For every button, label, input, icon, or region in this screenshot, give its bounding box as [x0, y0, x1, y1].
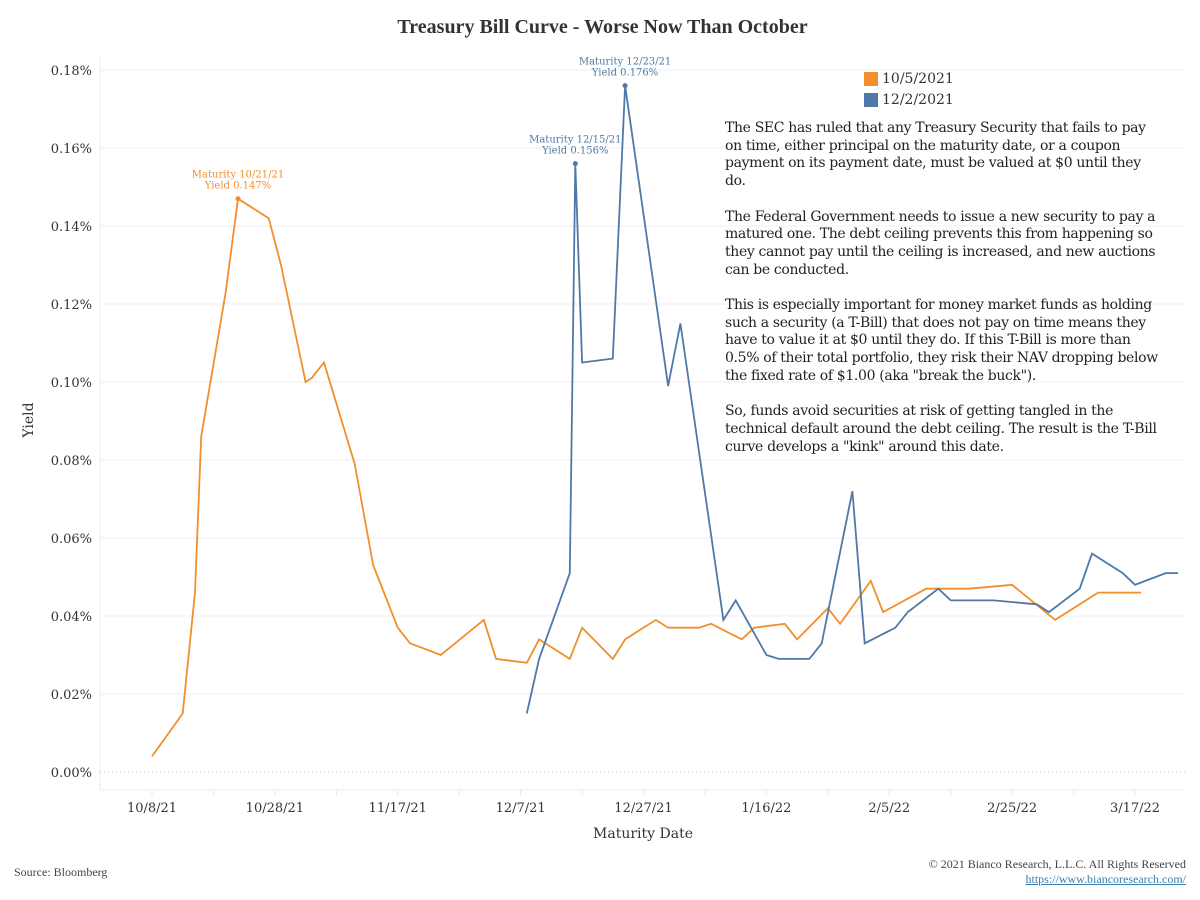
y-tick-label: 0.00%: [51, 766, 92, 781]
legend-label: 12/2/2021: [882, 91, 954, 108]
copyright-text: © 2021 Bianco Research, L.L.C. All Right…: [928, 857, 1186, 871]
annotation-yield: Yield 0.176%: [591, 68, 658, 79]
y-axis-title: Yield: [21, 402, 37, 438]
series-lines: [151, 85, 1178, 757]
source-note: Source: Bloomberg: [14, 865, 108, 879]
x-tick-label: 11/17/21: [369, 801, 427, 816]
x-axis-ticks: 10/8/21 10/28/21 11/17/21 12/7/21 12/27/21 1/…: [127, 790, 1160, 816]
copyright-block: © 2021 Bianco Research, L.L.C. All Right…: [929, 857, 1186, 887]
commentary-paragraph: So, funds avoid securities at risk of ge…: [725, 403, 1157, 455]
legend-item-dec[interactable]: 12/2/2021: [864, 89, 954, 110]
y-tick-label: 0.12%: [51, 298, 92, 313]
x-tick-label: 3/17/22: [1110, 801, 1160, 816]
x-tick-label: 12/27/21: [614, 801, 672, 816]
gridlines: [99, 55, 1185, 791]
x-tick-label: 10/28/21: [246, 801, 304, 816]
website-link[interactable]: https://www.biancoresearch.com/: [1025, 872, 1186, 886]
legend: 10/5/2021 12/2/2021: [864, 68, 954, 110]
y-axis-ticks: 0.00% 0.02% 0.04% 0.06% 0.08% 0.10% 0.12% 0.14%…: [51, 64, 92, 781]
series-line-oct-2021[interactable]: [151, 197, 1142, 757]
series-line-dec-2021[interactable]: [525, 85, 1178, 714]
commentary-paragraph: This is especially important for money m…: [725, 297, 1158, 384]
legend-swatch-oct: [864, 71, 878, 86]
chart-title: Treasury Bill Curve - Worse Now Than Oct…: [397, 16, 808, 38]
x-tick-label: 2/5/22: [868, 801, 910, 816]
y-tick-label: 0.10%: [51, 376, 92, 391]
y-tick-label: 0.02%: [51, 688, 92, 703]
y-tick-label: 0.04%: [51, 610, 92, 625]
x-tick-label: 1/16/22: [741, 801, 791, 816]
legend-label: 10/5/2021: [882, 70, 954, 87]
annotation-maturity: Maturity 12/23/21: [579, 57, 671, 68]
legend-item-oct[interactable]: 10/5/2021: [864, 68, 954, 89]
annotation-marker[interactable]: [572, 161, 578, 167]
x-tick-label: 12/7/21: [496, 801, 546, 816]
y-tick-label: 0.18%: [51, 64, 92, 79]
annotation-yield: Yield 0.147%: [204, 181, 271, 192]
y-tick-label: 0.14%: [51, 220, 92, 235]
commentary-text: The SEC has ruled that any Treasury Secu…: [725, 120, 1165, 474]
annotation-yield: Yield 0.156%: [541, 146, 608, 157]
x-tick-label: 2/25/22: [987, 801, 1037, 816]
annotation-marker[interactable]: [235, 196, 241, 202]
y-tick-label: 0.06%: [51, 532, 92, 547]
legend-swatch-dec: [864, 92, 878, 107]
annotation-maturity: Maturity 12/15/21: [529, 135, 621, 146]
x-axis-title: Maturity Date: [593, 826, 693, 842]
annotation-marker[interactable]: [622, 83, 628, 89]
x-tick-label: 10/8/21: [127, 801, 177, 816]
commentary-paragraph: The SEC has ruled that any Treasury Secu…: [725, 120, 1146, 190]
annotation-maturity: Maturity 10/21/21: [192, 170, 284, 181]
y-tick-label: 0.08%: [51, 454, 92, 469]
commentary-paragraph: The Federal Government needs to issue a …: [725, 208, 1156, 278]
y-tick-label: 0.16%: [51, 142, 92, 157]
